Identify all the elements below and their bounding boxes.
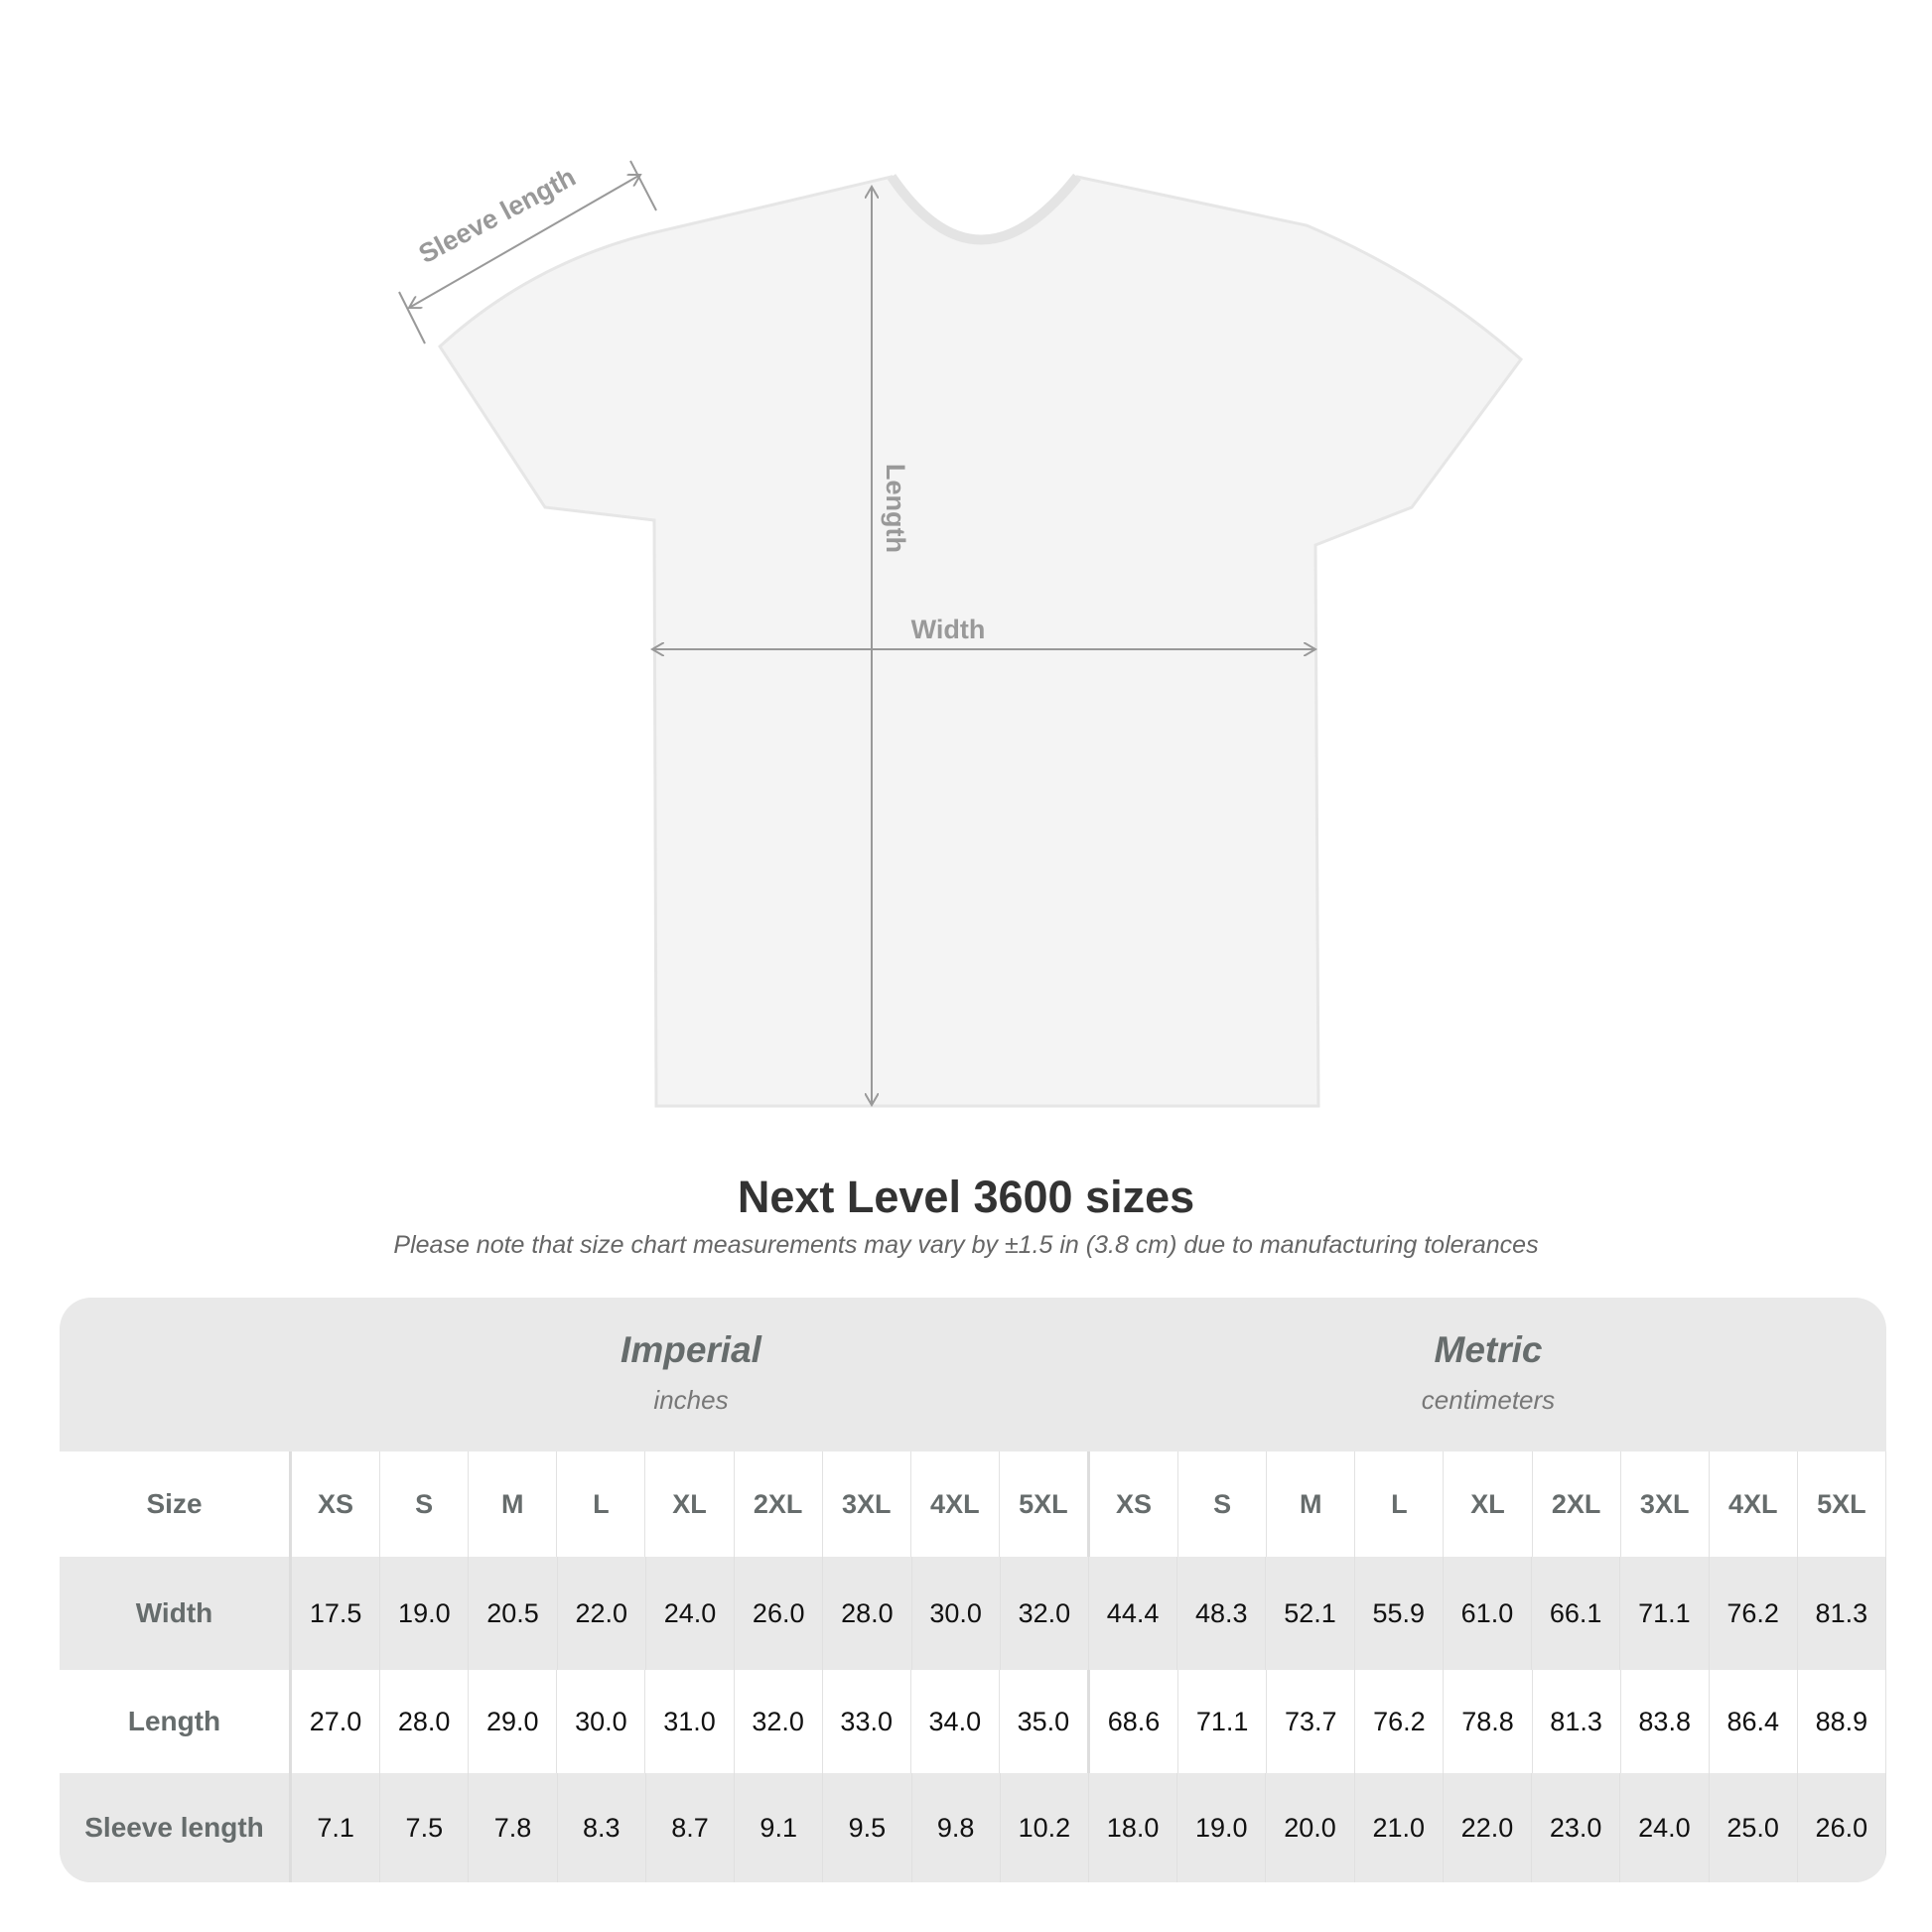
length-label: Length xyxy=(881,464,910,553)
table-cell: 20.0 xyxy=(1266,1773,1355,1882)
size-column-header: 2XL xyxy=(735,1451,823,1557)
table-cell: 22.0 xyxy=(558,1557,646,1670)
table-cell: 28.0 xyxy=(380,1670,470,1773)
table-cell: 18.0 xyxy=(1089,1773,1178,1882)
collar xyxy=(887,173,1081,245)
table-row: Sleeve length 7.1 7.5 7.8 8.3 8.7 9.1 9.5 9.8 10.… xyxy=(60,1773,1886,1882)
table-cell: 7.8 xyxy=(469,1773,558,1882)
size-column-header: XS xyxy=(1090,1451,1179,1557)
sleeve-length-label: Sleeve length xyxy=(414,162,581,269)
table-cell: 8.3 xyxy=(558,1773,646,1882)
table-cell: 88.9 xyxy=(1798,1670,1886,1773)
size-column-header: 5XL xyxy=(1000,1451,1090,1557)
table-cell: 26.0 xyxy=(1798,1773,1886,1882)
table-cell: 9.1 xyxy=(735,1773,824,1882)
table-cell: 55.9 xyxy=(1355,1557,1444,1670)
table-cell: 24.0 xyxy=(1620,1773,1710,1882)
table-cell: 30.0 xyxy=(557,1670,646,1773)
table-cell: 78.8 xyxy=(1444,1670,1533,1773)
table-cell: 83.8 xyxy=(1621,1670,1710,1773)
table-cell: 35.0 xyxy=(1000,1670,1090,1773)
tshirt-measurement-diagram: Sleeve length Length Width xyxy=(398,160,1524,1108)
table-cell: 26.0 xyxy=(735,1557,824,1670)
size-column-header: M xyxy=(469,1451,558,1557)
table-cell: 19.0 xyxy=(1177,1773,1267,1882)
table-cell: 66.1 xyxy=(1532,1557,1621,1670)
size-column-header: S xyxy=(1178,1451,1268,1557)
table-cell: 52.1 xyxy=(1266,1557,1355,1670)
table-cell: 8.7 xyxy=(646,1773,736,1882)
table-cell: 19.0 xyxy=(380,1557,470,1670)
table-cell: 23.0 xyxy=(1532,1773,1621,1882)
size-column-header: 2XL xyxy=(1533,1451,1621,1557)
size-column-header: XL xyxy=(645,1451,735,1557)
size-column-header: 3XL xyxy=(1621,1451,1710,1557)
size-column-header: L xyxy=(1355,1451,1445,1557)
table-cell: 17.5 xyxy=(292,1557,381,1670)
size-column-header: XS xyxy=(292,1451,381,1557)
size-column-header: 5XL xyxy=(1798,1451,1886,1557)
size-column-header: 4XL xyxy=(911,1451,1000,1557)
size-column-header: M xyxy=(1267,1451,1356,1557)
size-column-header: S xyxy=(380,1451,470,1557)
table-cell: 28.0 xyxy=(823,1557,912,1670)
table-cell: 33.0 xyxy=(823,1670,911,1773)
table-cell: 32.0 xyxy=(1001,1557,1089,1670)
table-cell: 71.1 xyxy=(1178,1670,1268,1773)
table-cell: 20.5 xyxy=(469,1557,558,1670)
table-cell: 10.2 xyxy=(1001,1773,1089,1882)
size-column-header: XL xyxy=(1444,1451,1533,1557)
row-label: Size xyxy=(60,1451,292,1557)
imperial-header: Imperial inches xyxy=(621,1329,761,1415)
table-cell: 73.7 xyxy=(1267,1670,1356,1773)
table-cell: 76.2 xyxy=(1355,1670,1445,1773)
table-cell: 81.3 xyxy=(1533,1670,1621,1773)
page-title: Next Level 3600 sizes xyxy=(737,1172,1195,1222)
table-cell: 81.3 xyxy=(1798,1557,1886,1670)
table-row: Length 27.0 28.0 29.0 30.0 31.0 32.0 33.0 34.0 35… xyxy=(60,1670,1886,1773)
size-header-row: Size XS S M L XL 2XL 3XL 4XL 5XL XS S M L XL 2XL 3XL 4XL 5… xyxy=(60,1451,1886,1557)
size-column-header: 3XL xyxy=(823,1451,911,1557)
table-cell: 76.2 xyxy=(1710,1557,1798,1670)
table-cell: 24.0 xyxy=(646,1557,736,1670)
sleeve-arrow xyxy=(409,175,640,308)
table-cell: 86.4 xyxy=(1710,1670,1798,1773)
table-cell: 71.1 xyxy=(1620,1557,1710,1670)
table-cell: 7.5 xyxy=(380,1773,470,1882)
table-cell: 9.8 xyxy=(912,1773,1001,1882)
table-cell: 27.0 xyxy=(292,1670,381,1773)
table-cell: 32.0 xyxy=(735,1670,823,1773)
table-row: Width 17.5 19.0 20.5 22.0 24.0 26.0 28.0 30.0 32.… xyxy=(60,1557,1886,1670)
table-cell: 21.0 xyxy=(1355,1773,1444,1882)
size-column-header: L xyxy=(557,1451,646,1557)
table-cell: 9.5 xyxy=(823,1773,912,1882)
size-column-header: 4XL xyxy=(1710,1451,1798,1557)
table-cell: 25.0 xyxy=(1710,1773,1798,1882)
row-label: Length xyxy=(60,1670,292,1773)
metric-header: Metric centimeters xyxy=(1421,1329,1556,1415)
size-chart-table: Imperial inches Metric centimeters Size X… xyxy=(60,1298,1886,1882)
row-label: Width xyxy=(60,1557,292,1670)
table-cell: 61.0 xyxy=(1444,1557,1533,1670)
table-cell: 30.0 xyxy=(912,1557,1001,1670)
table-cell: 22.0 xyxy=(1444,1773,1533,1882)
table-cell: 44.4 xyxy=(1089,1557,1178,1670)
table-cell: 29.0 xyxy=(469,1670,558,1773)
row-label: Sleeve length xyxy=(60,1773,292,1882)
table-cell: 48.3 xyxy=(1177,1557,1267,1670)
table-cell: 68.6 xyxy=(1090,1670,1179,1773)
table-cell: 31.0 xyxy=(645,1670,735,1773)
table-cell: 7.1 xyxy=(292,1773,381,1882)
width-label: Width xyxy=(911,615,986,644)
table-cell: 34.0 xyxy=(911,1670,1000,1773)
tolerance-note: Please note that size chart measurements… xyxy=(393,1231,1539,1259)
